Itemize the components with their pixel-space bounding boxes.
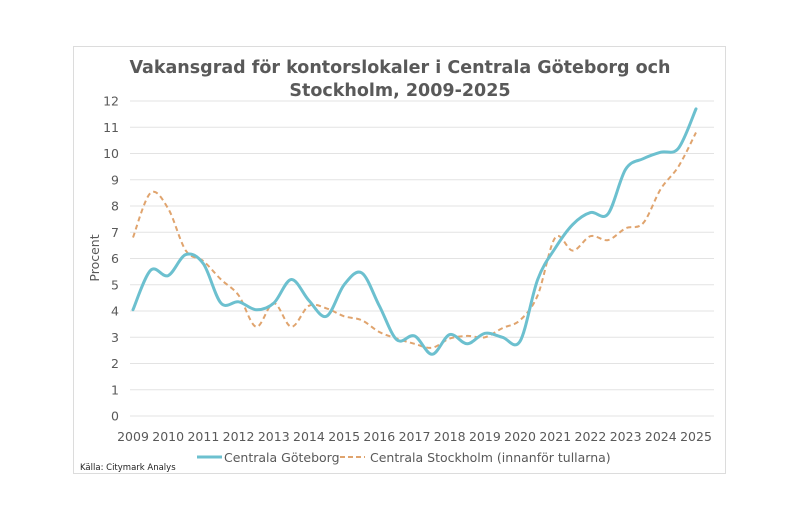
y-tick-label: 4 xyxy=(111,304,119,319)
chart-title-line-2: Stockholm, 2009-2025 xyxy=(289,81,510,101)
source-note: Källa: Citymark Analys xyxy=(80,463,176,473)
y-tick-label: 2 xyxy=(111,356,119,371)
x-tick-label: 2018 xyxy=(434,429,466,444)
y-tick-label: 5 xyxy=(111,277,119,292)
y-tick-label: 7 xyxy=(111,225,119,240)
y-tick-label: 0 xyxy=(111,409,119,424)
x-tick-label: 2021 xyxy=(539,429,571,444)
series-line-stockholm xyxy=(132,132,697,349)
legend-label-stockholm: Centrala Stockholm (innanför tullarna) xyxy=(370,450,611,465)
series-line-goteborg xyxy=(131,107,698,356)
x-tick-label: 2010 xyxy=(152,429,184,444)
x-tick-label: 2019 xyxy=(469,429,501,444)
x-tick-label: 2015 xyxy=(328,429,360,444)
y-tick-label: 3 xyxy=(111,330,119,345)
x-tick-label: 2013 xyxy=(258,429,290,444)
y-tick-label: 10 xyxy=(103,146,119,161)
y-tick-label: 6 xyxy=(111,251,119,266)
x-tick-label: 2011 xyxy=(187,429,219,444)
chart-title-line-1: Vakansgrad för kontorslokaler i Centrala… xyxy=(129,58,670,78)
x-tick-label: 2009 xyxy=(117,429,149,444)
x-tick-label: 2012 xyxy=(223,429,255,444)
legend-label-goteborg: Centrala Göteborg xyxy=(224,450,340,465)
y-tick-label: 1 xyxy=(111,382,119,397)
y-tick-label: 9 xyxy=(111,172,119,187)
gridlines xyxy=(130,100,714,417)
x-tick-label: 2024 xyxy=(645,429,677,444)
x-tick-label: 2017 xyxy=(399,429,431,444)
series-lines xyxy=(131,107,698,356)
y-tick-label: 12 xyxy=(103,94,119,109)
x-tick-label: 2016 xyxy=(363,429,395,444)
x-tick-label: 2023 xyxy=(610,429,642,444)
y-tick-label: 11 xyxy=(103,120,119,135)
y-tick-label: 8 xyxy=(111,199,119,214)
legend: Centrala Göteborg Centrala Stockholm (in… xyxy=(197,450,611,465)
x-axis-ticks: 2009 2010 2011 2012 2013 2014 2015 2016 2017 2018… xyxy=(117,429,712,444)
x-tick-label: 2025 xyxy=(680,429,712,444)
x-tick-label: 2022 xyxy=(575,429,607,444)
x-tick-label: 2014 xyxy=(293,429,325,444)
y-axis-label: Procent xyxy=(87,234,102,281)
x-tick-label: 2020 xyxy=(504,429,536,444)
